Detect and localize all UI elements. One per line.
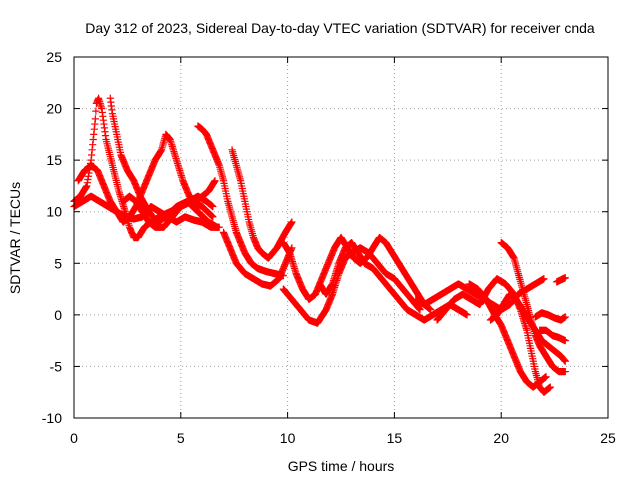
data-point [540,275,548,283]
y-axis-label: SDTVAR / TECUs [7,182,23,294]
series-arc-7 [228,146,296,262]
data-point [561,357,569,365]
x-tick-label: 15 [387,430,403,446]
x-tick-label: 5 [177,430,185,446]
series-arc-10 [279,244,424,327]
data-point [209,202,217,211]
y-tick-label: -5 [50,358,63,374]
data-point [213,223,221,231]
series-arc-8 [219,228,296,290]
series-arc-17 [536,326,569,345]
chart-title: Day 312 of 2023, Sidereal Day-to-day VTE… [85,20,595,36]
data-points [70,94,569,396]
y-tick-label: -10 [42,410,62,426]
y-tick-label: 15 [46,152,62,168]
series-arc-3 [106,94,221,231]
plot-frame [73,56,609,419]
series-arc-19 [553,274,569,286]
series-arc-11 [316,239,471,324]
y-tick-label: 0 [54,307,62,323]
x-tick-label: 25 [600,430,616,446]
y-tick-label: 5 [54,255,62,271]
y-tick-label: 25 [46,49,62,65]
axis-ticks: 0 5 10 15 20 25 -10 -5 0 5 10 15 20 25 [42,49,616,446]
x-tick-label: 10 [280,430,296,446]
data-point [288,218,296,226]
y-tick-label: 20 [46,101,62,117]
data-point [91,115,99,123]
series-arc-18 [531,309,569,324]
data-point [427,306,435,314]
data-point [542,373,550,381]
data-point [546,383,554,391]
data-point [463,311,471,319]
series-arc-16 [486,290,569,365]
data-point [561,313,569,321]
data-point [416,306,424,314]
data-point [211,177,219,185]
y-tick-label: 10 [46,204,62,220]
x-tick-label: 20 [493,430,509,446]
data-point [561,337,569,345]
series-arc-5 [119,192,217,231]
series-arc-15 [465,280,550,391]
data-point [561,367,569,376]
data-point [92,107,100,115]
x-tick-label: 0 [70,430,78,446]
x-axis-label: GPS time / hours [288,458,395,474]
data-point [561,274,569,282]
data-point [209,213,217,221]
